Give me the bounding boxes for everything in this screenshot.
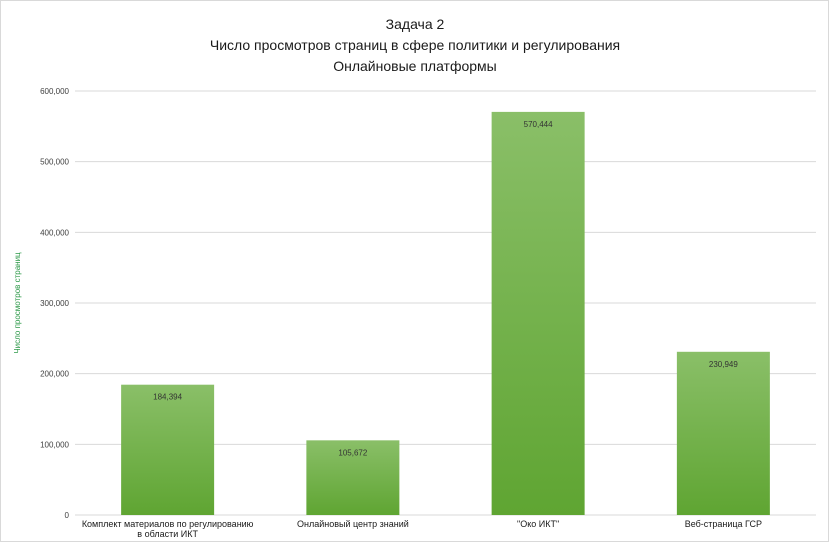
chart-title-line-2: Число просмотров страниц в сфере политик… — [210, 37, 620, 53]
x-tick-label: "Око ИКТ" — [517, 519, 559, 529]
bar — [491, 111, 585, 516]
chart-title-line-3: Онлайновые платформы — [333, 58, 497, 74]
data-label: 230,949 — [709, 360, 738, 369]
y-tick-label: 500,000 — [40, 158, 69, 167]
bar — [676, 351, 770, 515]
x-tick-label: Комплект материалов по регулированию — [82, 519, 254, 529]
x-tick-label: Онлайновый центр знаний — [297, 519, 409, 529]
y-tick-label: 100,000 — [40, 440, 69, 449]
data-label: 105,672 — [338, 448, 367, 457]
chart-title-line-1: Задача 2 — [386, 16, 445, 32]
y-axis-ticks: 0 100,000 200,000 300,000 400,000 500,000 600,… — [40, 87, 69, 520]
chart-title: Задача 2 Число просмотров страниц в сфер… — [210, 16, 620, 74]
data-labels: 184,394 105,672 570,444 230,949 — [153, 120, 738, 457]
y-tick-label: 300,000 — [40, 299, 69, 308]
bars — [121, 111, 770, 516]
data-label: 184,394 — [153, 393, 182, 402]
bar — [306, 440, 400, 515]
y-axis-label: Число просмотров страниц — [13, 252, 22, 354]
y-tick-label: 0 — [65, 511, 70, 520]
x-tick-label: в области ИКТ — [137, 529, 198, 539]
bar — [121, 384, 215, 515]
y-tick-label: 200,000 — [40, 370, 69, 379]
x-tick-label: Веб-страница ГСР — [685, 519, 762, 529]
y-tick-label: 600,000 — [40, 87, 69, 96]
data-label: 570,444 — [524, 120, 553, 129]
y-tick-label: 400,000 — [40, 228, 69, 237]
